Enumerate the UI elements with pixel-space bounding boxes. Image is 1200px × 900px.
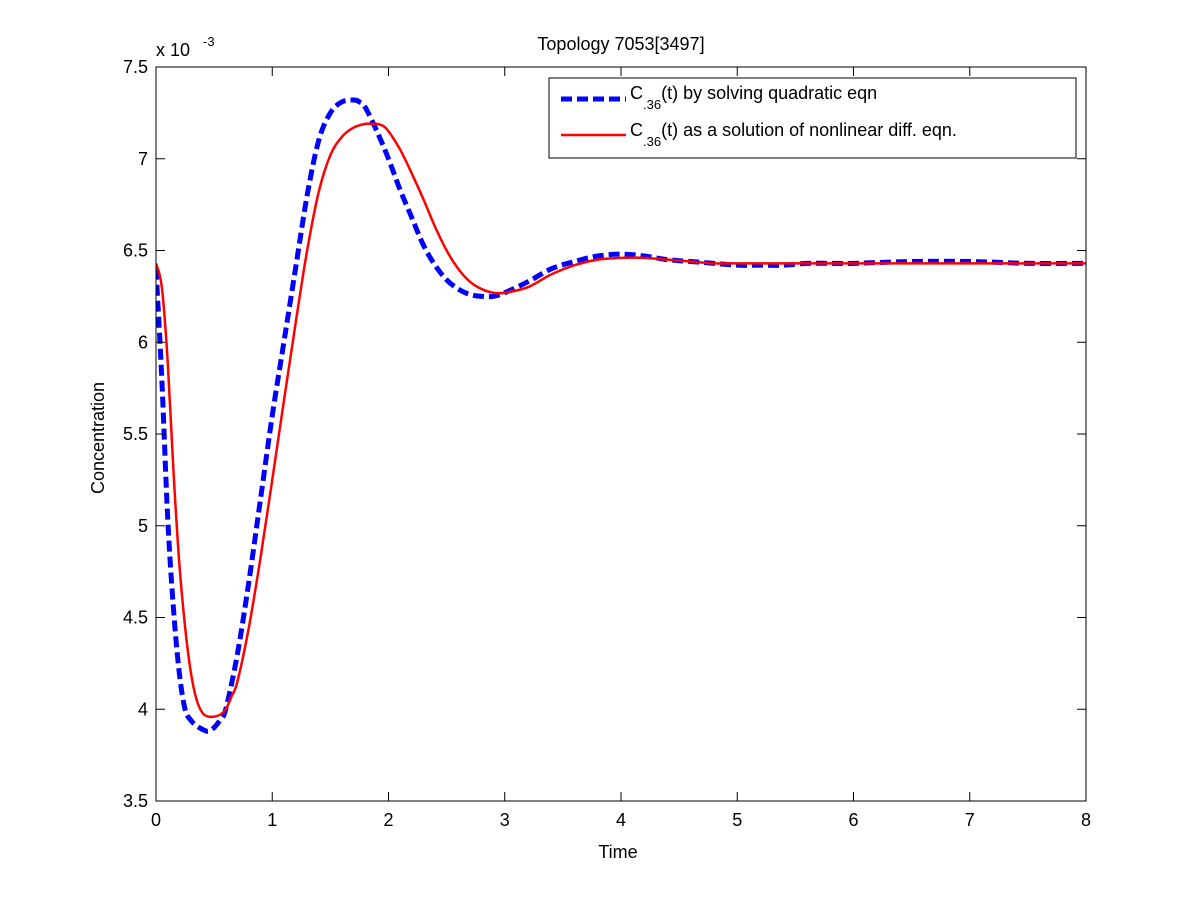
chart-title: Topology 7053[3497] xyxy=(537,34,704,54)
y-tick-label: 4 xyxy=(138,699,148,719)
series-line-nonlinear xyxy=(156,122,1086,719)
ticks-layer: 0 1 2 3 4 5 6 7 8 3.5 4 4.5 5 5.5 6 6.5 7 7.5 xyxy=(123,57,1091,830)
x-tick-label: 2 xyxy=(383,810,393,830)
legend-label-quadratic: C.36(t) by solving quadratic eqn xyxy=(630,83,877,112)
y-tick-label: 7.5 xyxy=(123,57,148,77)
legend-box xyxy=(548,77,1077,159)
y-tick-label: 3.5 xyxy=(123,791,148,811)
y-tick-label: 7 xyxy=(138,149,148,169)
series-layer xyxy=(156,97,1086,734)
x-axis-title: Time xyxy=(598,842,637,862)
legend: C.36(t) by solving quadratic eqn C.36(t)… xyxy=(548,77,1077,159)
y-tick-label: 6.5 xyxy=(123,241,148,261)
x-tick-label: 5 xyxy=(732,810,742,830)
y-axis-title: Concentration xyxy=(88,382,108,494)
y-exponent-value: -3 xyxy=(203,34,215,49)
legend-label-nonlinear: C.36(t) as a solution of nonlinear diff.… xyxy=(630,120,957,149)
x-tick-label: 4 xyxy=(616,810,626,830)
x-tick-label: 0 xyxy=(151,810,161,830)
x-tick-label: 8 xyxy=(1081,810,1091,830)
x-tick-label: 7 xyxy=(965,810,975,830)
y-tick-label: 4.5 xyxy=(123,608,148,628)
y-axis-exponent: x 10 -3 xyxy=(156,34,215,60)
x-tick-label: 6 xyxy=(848,810,858,830)
y-exponent-prefix: x 10 xyxy=(156,40,190,60)
y-tick-label: 5 xyxy=(138,516,148,536)
y-tick-label: 5.5 xyxy=(123,424,148,444)
plot-area xyxy=(156,67,1086,801)
x-tick-label: 1 xyxy=(267,810,277,830)
x-tick-label: 3 xyxy=(500,810,510,830)
y-tick-label: 6 xyxy=(138,332,148,352)
